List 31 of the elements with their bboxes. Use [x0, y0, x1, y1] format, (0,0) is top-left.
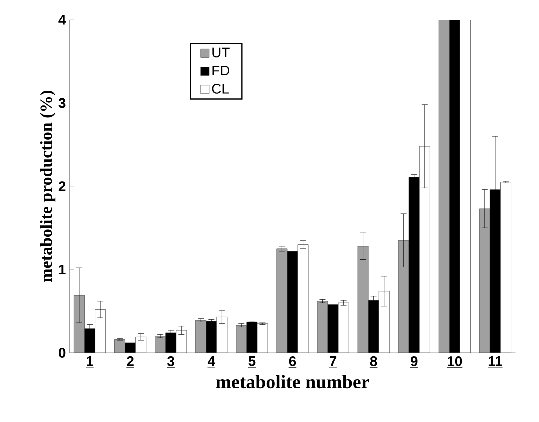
x-axis-title: metabolite number: [216, 375, 370, 389]
x-tick-label: 10: [448, 356, 462, 366]
legend-label: UT: [212, 48, 230, 58]
x-tick-label: 1: [86, 356, 94, 366]
x-tick-label: 6: [289, 356, 296, 366]
y-tick-label: 4: [58, 15, 66, 25]
y-tick-label: 2: [58, 182, 66, 192]
y-tick-label: 3: [58, 98, 66, 108]
x-tick-label: 8: [370, 356, 378, 366]
y-axis-title: metabolite production (%): [40, 90, 56, 282]
legend-label: CL: [212, 84, 229, 94]
bar: [155, 336, 166, 353]
y-tick-label: 1: [59, 264, 66, 275]
bar: [438, 20, 450, 353]
legend-label: FD: [212, 66, 230, 76]
bar: [276, 248, 288, 353]
x-tick-label: 11: [488, 356, 502, 366]
x-tick-label: 2: [127, 356, 134, 366]
x-tick-label: 3: [168, 356, 174, 366]
bar: [74, 295, 85, 353]
x-tick-label: 7: [330, 356, 337, 366]
bar: [317, 301, 328, 353]
x-tick-label: 5: [248, 356, 256, 366]
bar: [196, 320, 207, 353]
bar: [358, 246, 369, 353]
bar: [236, 325, 248, 353]
bar: [398, 240, 410, 353]
y-tick-label: 0: [59, 348, 66, 358]
bar: [479, 208, 490, 353]
x-tick-label: 9: [410, 356, 418, 366]
x-tick-label: 4: [208, 356, 216, 366]
